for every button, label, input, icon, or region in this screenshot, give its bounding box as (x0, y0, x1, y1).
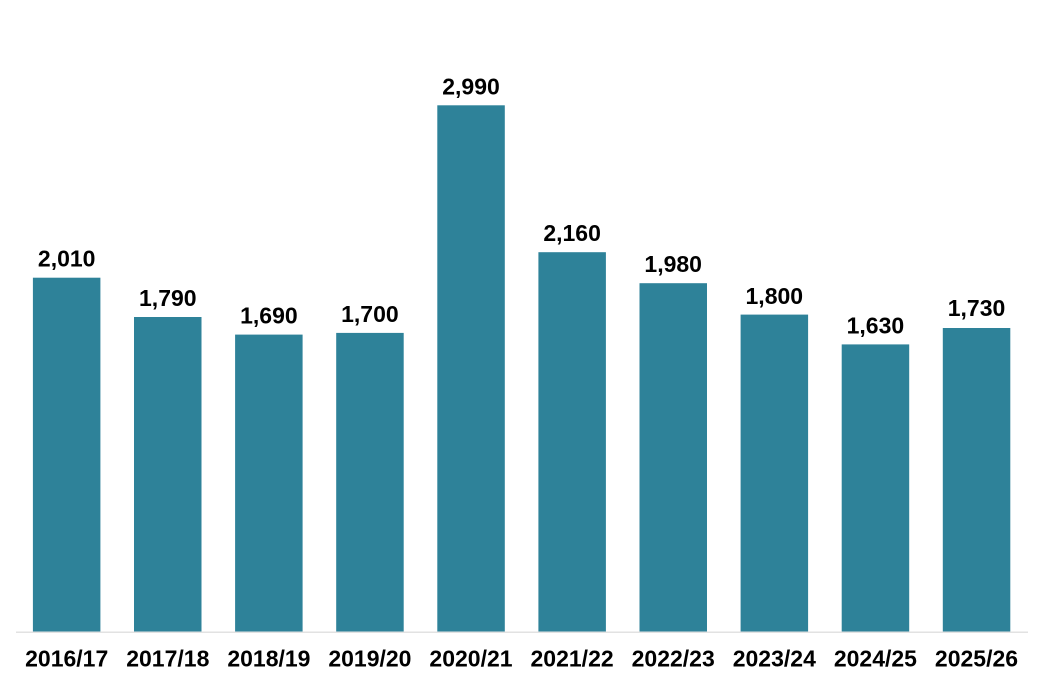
svg-text:2024/25: 2024/25 (834, 645, 917, 671)
svg-text:2016/17: 2016/17 (25, 645, 108, 671)
svg-text:2,990: 2,990 (442, 73, 500, 99)
svg-text:2,160: 2,160 (543, 220, 601, 246)
svg-text:2019/20: 2019/20 (328, 645, 411, 671)
svg-text:1,800: 1,800 (746, 283, 804, 309)
svg-text:1,690: 1,690 (240, 303, 298, 329)
svg-text:1,730: 1,730 (948, 295, 1006, 321)
svg-text:1,980: 1,980 (644, 251, 702, 277)
svg-text:1,630: 1,630 (847, 312, 905, 338)
svg-text:1,700: 1,700 (341, 301, 399, 327)
svg-text:2023/24: 2023/24 (733, 645, 816, 671)
svg-text:2025/26: 2025/26 (935, 645, 1018, 671)
svg-text:2018/19: 2018/19 (227, 645, 310, 671)
svg-text:2,010: 2,010 (38, 246, 96, 272)
svg-text:2021/22: 2021/22 (531, 645, 614, 671)
svg-text:2017/18: 2017/18 (126, 645, 209, 671)
svg-text:2022/23: 2022/23 (632, 645, 715, 671)
svg-text:1,790: 1,790 (139, 285, 197, 311)
svg-text:2020/21: 2020/21 (429, 645, 512, 671)
